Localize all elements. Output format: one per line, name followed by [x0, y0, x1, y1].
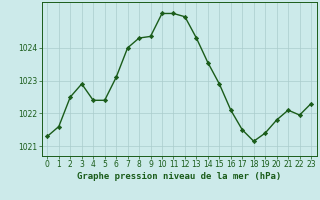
X-axis label: Graphe pression niveau de la mer (hPa): Graphe pression niveau de la mer (hPa): [77, 172, 281, 181]
